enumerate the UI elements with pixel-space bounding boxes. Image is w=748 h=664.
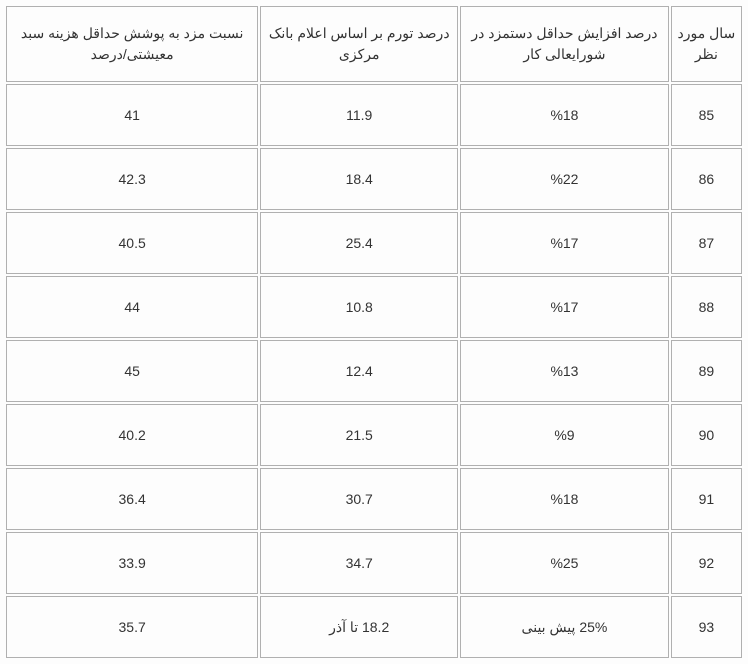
- cell-inflation: 25.4: [260, 212, 458, 274]
- cell-ratio: 42.3: [6, 148, 258, 210]
- table-row: 88 %17 10.8 44: [6, 276, 742, 338]
- cell-year: 85: [671, 84, 742, 146]
- cell-ratio: 40.5: [6, 212, 258, 274]
- cell-inflation: 34.7: [260, 532, 458, 594]
- header-year: سال مورد نظر: [671, 6, 742, 82]
- cell-year: 91: [671, 468, 742, 530]
- table-row: 90 %9 21.5 40.2: [6, 404, 742, 466]
- cell-wage: %18: [460, 468, 669, 530]
- cell-ratio: 35.7: [6, 596, 258, 658]
- cell-wage: %22: [460, 148, 669, 210]
- cell-ratio: 40.2: [6, 404, 258, 466]
- cell-inflation: 11.9: [260, 84, 458, 146]
- wage-inflation-table: سال مورد نظر درصد افزایش حداقل دستمزد در…: [4, 4, 744, 660]
- cell-wage: %18: [460, 84, 669, 146]
- cell-inflation: 18.4: [260, 148, 458, 210]
- table-row: 85 %18 11.9 41: [6, 84, 742, 146]
- table-row: 93 25% پیش بینی 18.2 تا آذر 35.7: [6, 596, 742, 658]
- cell-year: 86: [671, 148, 742, 210]
- table-row: 92 %25 34.7 33.9: [6, 532, 742, 594]
- cell-inflation: 18.2 تا آذر: [260, 596, 458, 658]
- cell-inflation: 12.4: [260, 340, 458, 402]
- header-wage-increase: درصد افزایش حداقل دستمزد در شورایعالی کا…: [460, 6, 669, 82]
- table-row: 86 %22 18.4 42.3: [6, 148, 742, 210]
- cell-ratio: 33.9: [6, 532, 258, 594]
- table-row: 87 %17 25.4 40.5: [6, 212, 742, 274]
- header-row: سال مورد نظر درصد افزایش حداقل دستمزد در…: [6, 6, 742, 82]
- cell-wage: %9: [460, 404, 669, 466]
- cell-inflation: 21.5: [260, 404, 458, 466]
- cell-year: 88: [671, 276, 742, 338]
- cell-wage: %13: [460, 340, 669, 402]
- cell-inflation: 30.7: [260, 468, 458, 530]
- cell-wage: %17: [460, 212, 669, 274]
- cell-year: 93: [671, 596, 742, 658]
- cell-year: 87: [671, 212, 742, 274]
- cell-wage: %17: [460, 276, 669, 338]
- cell-inflation: 10.8: [260, 276, 458, 338]
- cell-wage: 25% پیش بینی: [460, 596, 669, 658]
- header-inflation: درصد تورم بر اساس اعلام بانک مرکزی: [260, 6, 458, 82]
- cell-ratio: 45: [6, 340, 258, 402]
- cell-ratio: 36.4: [6, 468, 258, 530]
- table-row: 89 %13 12.4 45: [6, 340, 742, 402]
- header-ratio: نسبت مزد به پوشش حداقل هزینه سبد معیشتی/…: [6, 6, 258, 82]
- table-row: 91 %18 30.7 36.4: [6, 468, 742, 530]
- cell-wage: %25: [460, 532, 669, 594]
- cell-year: 90: [671, 404, 742, 466]
- cell-ratio: 41: [6, 84, 258, 146]
- cell-year: 92: [671, 532, 742, 594]
- cell-ratio: 44: [6, 276, 258, 338]
- cell-year: 89: [671, 340, 742, 402]
